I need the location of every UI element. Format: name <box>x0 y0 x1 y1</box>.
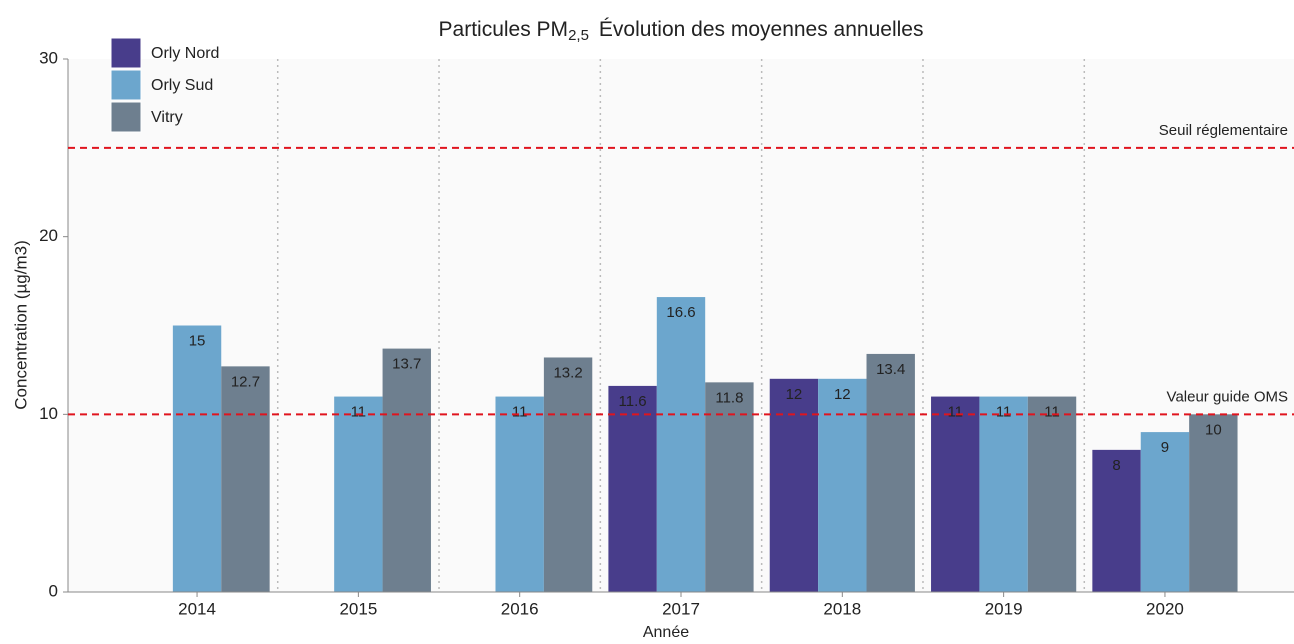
legend-label: Orly Nord <box>151 45 219 62</box>
y-tick-label: 30 <box>39 48 58 67</box>
bar <box>1189 414 1238 592</box>
legend-swatch <box>110 37 142 69</box>
bar <box>1027 396 1077 592</box>
data-label: 13.7 <box>392 356 421 373</box>
data-label: 13.4 <box>876 361 905 378</box>
data-label: 12.7 <box>231 373 260 390</box>
x-tick-label: 2014 <box>178 599 216 618</box>
data-label: 11.6 <box>619 393 647 410</box>
bar <box>656 297 706 592</box>
bar <box>705 382 754 592</box>
data-label: 11.8 <box>715 389 743 406</box>
data-label: 11 <box>1044 404 1060 421</box>
y-tick-label: 0 <box>49 581 58 600</box>
x-tick-label: 2018 <box>823 599 861 618</box>
reference-label: Seuil réglementaire <box>1159 122 1288 139</box>
bar <box>769 378 819 592</box>
data-label: 16.6 <box>666 304 695 321</box>
data-label: 15 <box>189 332 206 349</box>
data-label: 11 <box>351 404 367 421</box>
x-tick-label: 2019 <box>985 599 1023 618</box>
legend-swatch <box>110 69 142 101</box>
title-subscript: 2,5 <box>568 27 589 44</box>
y-tick-label: 10 <box>39 404 58 423</box>
bar <box>608 385 657 592</box>
data-label: 11 <box>947 404 963 421</box>
data-label: 13.2 <box>553 364 582 381</box>
bar <box>221 366 270 592</box>
y-tick-label: 20 <box>39 226 58 245</box>
y-axis-label: Concentration (µg/m3) <box>11 240 30 409</box>
x-axis-label: Année <box>643 624 689 641</box>
x-tick-label: 2020 <box>1146 599 1184 618</box>
data-label: 10 <box>1205 421 1222 438</box>
data-label: 8 <box>1112 457 1120 474</box>
legend-swatch <box>110 101 142 133</box>
x-tick-label: 2015 <box>339 599 377 618</box>
legend-label: Vitry <box>151 109 183 126</box>
x-tick-label: 2017 <box>662 599 700 618</box>
bar <box>334 396 383 592</box>
data-label: 11 <box>512 404 528 421</box>
data-label: 9 <box>1161 439 1169 456</box>
bar <box>866 353 915 592</box>
bar <box>931 396 980 592</box>
data-label: 12 <box>834 386 851 403</box>
data-label: 12 <box>786 386 803 403</box>
title-rest: Évolution des moyennes annuelles <box>599 18 924 41</box>
bar <box>543 357 593 592</box>
legend-label: Orly Sud <box>151 77 213 94</box>
bar <box>979 396 1028 592</box>
bar <box>1140 432 1190 592</box>
bar <box>818 378 867 592</box>
data-label: 11 <box>996 404 1012 421</box>
reference-label: Valeur guide OMS <box>1167 388 1288 405</box>
bar <box>382 348 431 592</box>
chart-title: Particules PM2,5 Évolution des moyennes a… <box>439 18 924 44</box>
x-tick-label: 2016 <box>501 599 539 618</box>
title-main: Particules PM <box>439 18 569 41</box>
bar <box>1092 449 1141 592</box>
bar <box>495 396 544 592</box>
bar <box>172 325 222 592</box>
